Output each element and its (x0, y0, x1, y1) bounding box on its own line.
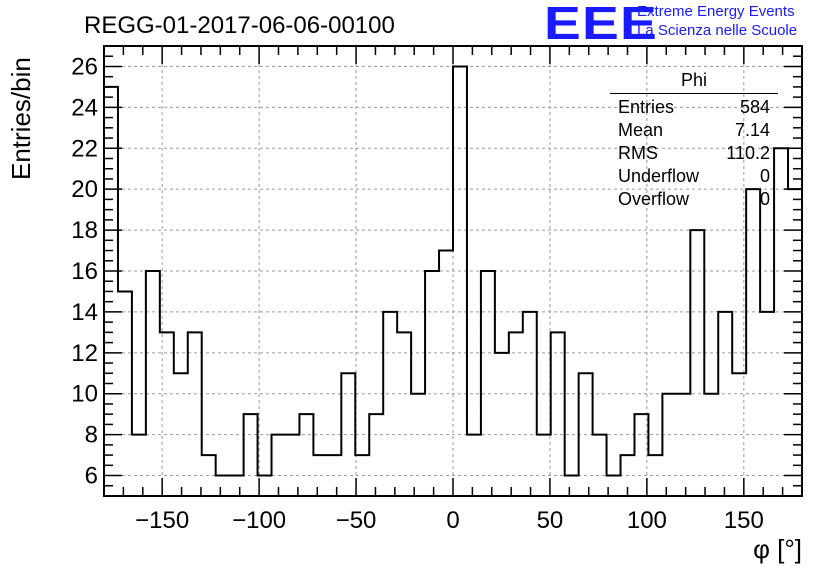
histogram-bins (104, 65, 802, 496)
stats-label: RMS (618, 143, 658, 163)
histogram-bin (551, 332, 565, 496)
histogram-bin (593, 435, 607, 496)
y-tick-label: 18 (71, 217, 98, 244)
histogram-bin (732, 373, 746, 496)
histogram-outline (104, 65, 802, 477)
y-tick-label: 6 (85, 463, 98, 490)
histogram-bin (537, 435, 551, 496)
histogram-bin (411, 394, 425, 496)
histogram-bin (313, 455, 327, 496)
histogram-bin (746, 189, 760, 496)
x-tick-label: 150 (724, 507, 764, 534)
stats-value: 7.14 (734, 120, 770, 140)
y-tick-label: 22 (71, 135, 98, 162)
histogram-bin (230, 476, 244, 496)
stats-row-overflow: Overflow 0 (610, 188, 778, 211)
histogram-bin (355, 455, 369, 496)
histogram-bin (272, 435, 286, 496)
stats-row-rms: RMS 110.2 (610, 142, 778, 165)
stats-label: Entries (618, 97, 675, 117)
stats-label: Mean (618, 120, 664, 140)
chart-title: REGG-01-2017-06-06-00100 (84, 12, 395, 39)
histogram-bin (285, 435, 299, 496)
histogram-bin (439, 251, 453, 496)
histogram-bin (244, 414, 258, 496)
x-tick-label: 0 (446, 507, 459, 534)
y-axis-label: Entries/bin (6, 57, 36, 180)
histogram-bin (146, 271, 160, 496)
histogram-bin (453, 66, 467, 496)
histogram-bin (523, 312, 537, 496)
histogram-bin (565, 476, 579, 496)
histogram-bin (648, 455, 662, 496)
histogram-bin (760, 312, 774, 496)
histogram-bin (690, 230, 704, 496)
stats-row-underflow: Underflow 0 (610, 165, 778, 188)
histogram-bin (495, 353, 509, 496)
stats-value: 110.2 (726, 143, 770, 163)
histogram-bin (383, 312, 397, 496)
stats-row-entries: Entries 584 (610, 96, 778, 119)
histogram-bin (718, 312, 732, 496)
histogram-bin (327, 455, 341, 496)
eee-logo: EEE (544, 0, 659, 49)
stats-label: Underflow (618, 166, 700, 186)
histogram-bin (579, 373, 593, 496)
y-tick-label: 24 (71, 94, 98, 121)
stats-box: Phi Entries 584 Mean 7.14 RMS 110.2 Unde… (610, 70, 778, 211)
plot-frame (103, 45, 803, 497)
stats-title: Phi (610, 70, 778, 94)
histogram-bin (509, 332, 523, 496)
histogram-bin (132, 435, 146, 496)
histogram-bin (662, 394, 676, 496)
y-tick-label: 12 (71, 340, 98, 367)
logo-subtitle-1: Extreme Energy Events (637, 3, 795, 20)
histogram-bin (216, 476, 230, 496)
histogram-bin (369, 414, 383, 496)
x-tick-label: 100 (627, 507, 667, 534)
tick-labels: 6 8 10 12 14 16 18 20 22 24 26 −150 −100 −50 0 50 100 150 (71, 53, 764, 534)
histogram-bin (174, 373, 188, 496)
y-tick-label: 16 (71, 258, 98, 285)
histogram-bin (341, 373, 355, 496)
y-tick-label: 8 (85, 422, 98, 449)
histogram-bin (467, 435, 481, 496)
logo-subtitle-2: La Scienza nelle Scuole (637, 22, 798, 39)
y-tick-label: 26 (71, 53, 98, 80)
histogram-bin (160, 332, 174, 496)
y-tick-label: 14 (71, 299, 98, 326)
histogram-bin (425, 271, 439, 496)
stats-label: Overflow (618, 189, 690, 209)
y-tick-label: 10 (71, 381, 98, 408)
x-tick-label: −50 (336, 507, 377, 534)
stats-row-mean: Mean 7.14 (610, 119, 778, 142)
y-tick-label: 20 (71, 176, 98, 203)
stats-value: 0 (759, 189, 770, 209)
x-tick-label: −100 (232, 507, 286, 534)
histogram-bin (397, 332, 411, 496)
histogram-bin (704, 394, 718, 496)
histogram-bin (481, 271, 495, 496)
stats-value: 0 (759, 166, 770, 186)
histogram-bin (202, 455, 216, 496)
histogram-bin (188, 332, 202, 496)
histogram-bin (676, 394, 690, 496)
stats-value: 584 (739, 97, 770, 117)
histogram-bin (299, 414, 313, 496)
x-axis-label: φ [°] (753, 534, 802, 564)
x-tick-label: 50 (537, 507, 564, 534)
x-tick-label: −150 (135, 507, 189, 534)
